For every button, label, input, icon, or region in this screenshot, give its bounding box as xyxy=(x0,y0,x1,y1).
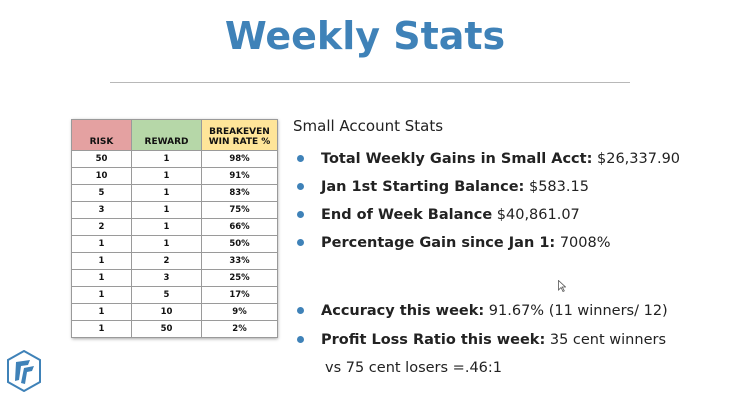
risk-cell: 3 xyxy=(71,201,132,219)
bullet-icon xyxy=(297,306,304,314)
table-row: 10 1 91% xyxy=(71,167,278,185)
breakeven-cell: 2% xyxy=(201,320,278,338)
risk-cell: 1 xyxy=(71,269,132,287)
reward-header: REWARD xyxy=(131,119,202,151)
stat-profit-loss-ratio: Profit Loss Ratio this week: 35 cent win… xyxy=(297,330,666,350)
table-row: 2 1 66% xyxy=(71,218,278,236)
risk-cell: 1 xyxy=(71,320,132,338)
stat-label: Profit Loss Ratio this week: xyxy=(321,332,546,348)
stat-starting-balance: Jan 1st Starting Balance: $583.15 xyxy=(297,177,589,197)
reward-cell: 1 xyxy=(131,235,202,253)
breakeven-cell: 9% xyxy=(201,303,278,321)
risk-cell: 2 xyxy=(71,218,132,236)
reward-cell: 1 xyxy=(131,150,202,168)
bullet-icon xyxy=(297,210,304,218)
mouse-cursor-icon xyxy=(558,280,566,292)
breakeven-cell: 66% xyxy=(201,218,278,236)
table-header-row: RISK REWARD BREAKEVEN WIN RATE % xyxy=(71,119,278,151)
bullet-icon xyxy=(297,182,304,190)
table-row: 1 1 50% xyxy=(71,235,278,253)
stat-label: Total Weekly Gains in Small Acct: xyxy=(321,151,593,167)
risk-cell: 50 xyxy=(71,150,132,168)
reward-cell: 1 xyxy=(131,184,202,202)
risk-cell: 1 xyxy=(71,303,132,321)
breakeven-cell: 98% xyxy=(201,150,278,168)
breakeven-cell: 75% xyxy=(201,201,278,219)
brand-logo-icon xyxy=(7,350,41,392)
table-row: 1 50 2% xyxy=(71,320,278,338)
reward-cell: 1 xyxy=(131,201,202,219)
bullet-icon xyxy=(297,335,304,343)
breakeven-cell: 25% xyxy=(201,269,278,287)
table-body: 50 1 98% 10 1 91% 5 1 83% 3 1 75% 2 1 66% 1 1 50% 1 2 33% 1 3 2… xyxy=(71,150,278,338)
breakeven-header-line2: WIN RATE % xyxy=(208,137,271,147)
breakeven-cell: 33% xyxy=(201,252,278,270)
table-row: 1 3 25% xyxy=(71,269,278,287)
bullet-icon xyxy=(297,238,304,246)
title-divider xyxy=(110,82,630,83)
stat-label: End of Week Balance xyxy=(321,207,493,223)
breakeven-header-line1: BREAKEVEN xyxy=(209,127,270,137)
breakeven-cell: 17% xyxy=(201,286,278,304)
section-title: Small Account Stats xyxy=(293,117,444,135)
stat-profit-loss-continuation: vs 75 cent losers =.46:1 xyxy=(325,360,503,376)
stat-percentage-gain: Percentage Gain since Jan 1: 7008% xyxy=(297,233,611,253)
reward-cell: 1 xyxy=(131,167,202,185)
risk-cell: 1 xyxy=(71,286,132,304)
risk-cell: 1 xyxy=(71,252,132,270)
reward-cell: 10 xyxy=(131,303,202,321)
stat-value: 91.67% (11 winners/ 12) xyxy=(484,303,668,319)
breakeven-header: BREAKEVEN WIN RATE % xyxy=(201,119,278,151)
breakeven-cell: 50% xyxy=(201,235,278,253)
table-row: 50 1 98% xyxy=(71,150,278,168)
reward-cell: 5 xyxy=(131,286,202,304)
reward-cell: 1 xyxy=(131,218,202,236)
stat-accuracy: Accuracy this week: 91.67% (11 winners/ … xyxy=(297,301,668,321)
table-row: 5 1 83% xyxy=(71,184,278,202)
table-row: 1 5 17% xyxy=(71,286,278,304)
breakeven-cell: 91% xyxy=(201,167,278,185)
stat-value: $26,337.90 xyxy=(592,151,681,167)
breakeven-table: RISK REWARD BREAKEVEN WIN RATE % 50 1 98% 1… xyxy=(71,119,278,338)
bullet-icon xyxy=(297,154,304,162)
stat-label: Jan 1st Starting Balance: xyxy=(321,179,525,195)
stat-end-balance: End of Week Balance $40,861.07 xyxy=(297,205,580,225)
risk-cell: 1 xyxy=(71,235,132,253)
table-row: 3 1 75% xyxy=(71,201,278,219)
stat-value: 7008% xyxy=(555,235,611,251)
reward-cell: 3 xyxy=(131,269,202,287)
risk-cell: 10 xyxy=(71,167,132,185)
stat-total-weekly-gains: Total Weekly Gains in Small Acct: $26,33… xyxy=(297,149,680,169)
stat-value: 35 cent winners xyxy=(545,332,667,348)
stat-value: $40,861.07 xyxy=(492,207,580,223)
reward-cell: 2 xyxy=(131,252,202,270)
risk-header: RISK xyxy=(71,119,132,151)
stat-value: $583.15 xyxy=(524,179,589,195)
risk-cell: 5 xyxy=(71,184,132,202)
table-row: 1 2 33% xyxy=(71,252,278,270)
breakeven-cell: 83% xyxy=(201,184,278,202)
page-title: Weekly Stats xyxy=(224,14,506,58)
stat-label: Percentage Gain since Jan 1: xyxy=(321,235,556,251)
reward-cell: 50 xyxy=(131,320,202,338)
table-row: 1 10 9% xyxy=(71,303,278,321)
stat-label: Accuracy this week: xyxy=(321,303,485,319)
